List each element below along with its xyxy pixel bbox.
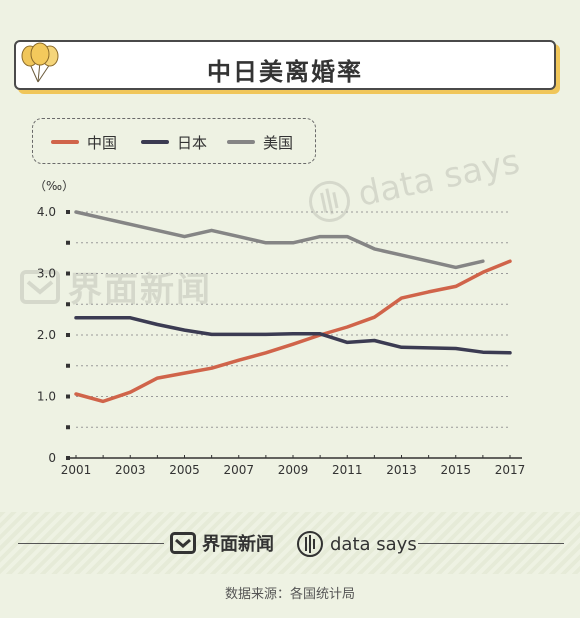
footer-brand-jiemian: 界面新闻 <box>170 530 274 556</box>
x-tick-label: 2011 <box>332 463 363 477</box>
footer-divider-right <box>418 543 564 544</box>
legend-label-china: 中国 <box>87 133 118 152</box>
series-lines <box>74 210 512 404</box>
legend-item-japan: 日本 <box>141 132 207 152</box>
axes <box>66 210 522 460</box>
x-tick-label: 2013 <box>386 463 417 477</box>
y-tick-mark <box>66 394 70 399</box>
chart-title: 中日美离婚率 <box>207 58 363 86</box>
series-line-2 <box>74 210 485 270</box>
tick-labels: 0 1.0 2.0 3.0 4.0 （‰） 2001 2003 2005 2007 2009 2011… <box>34 179 525 477</box>
datasays-logo-icon <box>309 180 351 222</box>
data-source: 数据来源：各国统计局 <box>224 587 355 602</box>
y-tick-mark <box>66 302 70 307</box>
x-tick-label: 2015 <box>440 463 471 477</box>
footer-divider-left <box>18 543 164 544</box>
x-tick-label: 2003 <box>115 463 146 477</box>
legend-label-japan: 日本 <box>177 133 208 152</box>
x-tick-label: 2009 <box>278 463 309 477</box>
y-unit-label: （‰） <box>34 179 74 193</box>
watermark-datasays: data says <box>303 140 523 228</box>
x-tick-label: 2017 <box>495 463 526 477</box>
y-tick-mark <box>66 425 70 430</box>
legend-item-usa: 美国 <box>227 132 293 152</box>
y-tick-mark <box>66 210 70 214</box>
legend-swatch-china <box>51 140 79 144</box>
watermark-brand-cn: 界面新闻 <box>68 270 212 310</box>
y-tick-mark <box>66 363 70 368</box>
y-tick-label: 3.0 <box>37 267 56 281</box>
x-tick-label: 2005 <box>169 463 200 477</box>
y-tick-mark <box>66 456 70 460</box>
y-tick-mark <box>66 333 70 337</box>
legend-item-china: 中国 <box>51 132 117 152</box>
watermark-jiemian: 界面新闻 <box>20 262 212 311</box>
x-tick-label: 2001 <box>61 463 92 477</box>
series-line-0 <box>74 259 512 404</box>
y-tick-label: 4.0 <box>37 205 56 219</box>
title-banner: 中日美离婚率 <box>14 40 556 90</box>
grid-lines <box>76 211 510 428</box>
footer-brand-cn: 界面新闻 <box>202 534 274 555</box>
balloons-icon <box>21 42 59 83</box>
line-chart: 0 1.0 2.0 3.0 4.0 （‰） 2001 2003 2005 2007 2009 2011… <box>34 179 525 477</box>
legend-label-usa: 美国 <box>263 133 294 152</box>
y-tick-mark <box>66 240 70 245</box>
series-line-1 <box>74 316 512 355</box>
chart-legend: 中国 日本 美国 <box>32 118 316 164</box>
y-tick-label: 1.0 <box>37 390 56 404</box>
y-tick-mark <box>66 271 70 276</box>
footer-brand-en: data says <box>330 533 417 555</box>
y-tick-label: 0 <box>48 451 56 465</box>
legend-swatch-usa <box>227 140 255 144</box>
y-tick-label: 2.0 <box>37 328 56 342</box>
jiemian-logo-icon <box>20 269 60 304</box>
x-tick-label: 2007 <box>223 463 254 477</box>
jiemian-logo-icon <box>170 532 196 554</box>
legend-swatch-japan <box>141 140 169 144</box>
datasays-logo-icon <box>297 531 323 557</box>
footer-brand-datasays: data says <box>296 530 417 558</box>
